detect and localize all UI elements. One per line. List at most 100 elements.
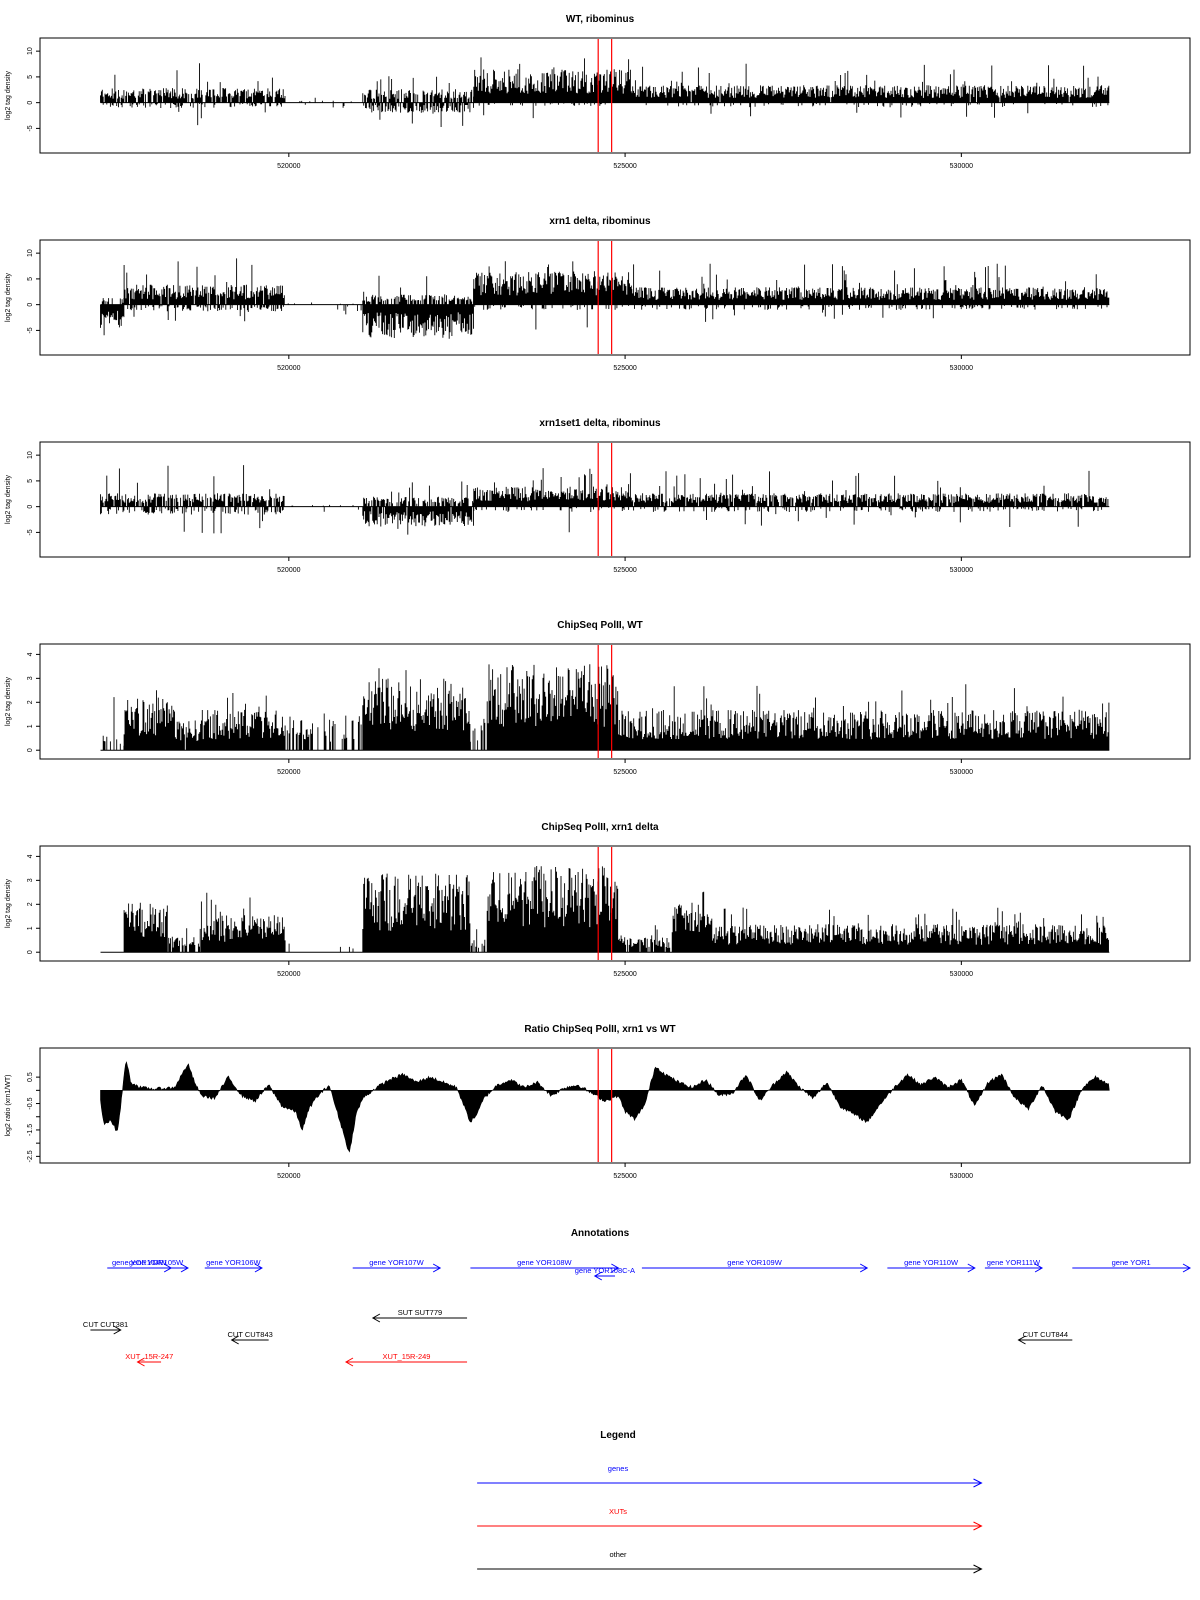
- x-tick-label: 525000: [613, 567, 636, 574]
- x-tick-label: 520000: [277, 365, 300, 372]
- y-tick-label: 5: [27, 479, 34, 483]
- y-tick-label: 0.5: [27, 1072, 34, 1082]
- y-tick-label: 4: [27, 854, 34, 858]
- y-tick-label: 0: [27, 950, 34, 954]
- feature-label: gene YOR106W: [206, 1258, 261, 1267]
- feature-sut-sut779: SUT SUT779: [371, 1308, 468, 1323]
- feature-gene-yor108w: gene YOR108W: [470, 1258, 620, 1273]
- x-tick-label: 525000: [613, 769, 636, 776]
- plot-frame: [39, 845, 1191, 962]
- arrowhead-icon: [432, 1263, 442, 1273]
- x-tick-label: 525000: [613, 365, 636, 372]
- x-tick-label: 520000: [277, 163, 300, 170]
- legend-item-genes: genes: [477, 1464, 983, 1488]
- feature-label: gene YOR108W: [517, 1258, 572, 1267]
- y-tick-label: -5: [27, 327, 34, 333]
- plot-frame: [39, 441, 1191, 558]
- y-tick-label: 10: [27, 249, 34, 257]
- signal-track: [100, 1061, 1110, 1153]
- feature-label: XUT_15R-249: [383, 1352, 431, 1361]
- signal-track: [100, 465, 1110, 535]
- legend-label: genes: [608, 1464, 629, 1473]
- plot-frame: [39, 1047, 1191, 1164]
- feature-label: gene YOR108C-A: [575, 1266, 635, 1275]
- feature-gene-yor108c-a: gene YOR108C-A: [575, 1266, 635, 1281]
- panel-chipseq_xrn1: ChipSeq PolII, xrn1 delta 0 1 2 3 4 log2 tag d…: [5, 822, 1191, 978]
- y-tick-label: -1.5: [27, 1124, 34, 1136]
- signal-track: [100, 57, 1110, 127]
- arrowhead-icon: [1182, 1263, 1192, 1273]
- feature-label: gene YOR104W: [112, 1258, 167, 1267]
- y-tick-label: 5: [27, 75, 34, 79]
- feature-label: SUT SUT779: [398, 1308, 442, 1317]
- feature-label: gene YOR109W: [727, 1258, 782, 1267]
- x-tick-label: 530000: [950, 365, 973, 372]
- feature-label: CUT CUT844: [1023, 1330, 1068, 1339]
- positive-signal-bars: [101, 258, 1110, 305]
- arrowhead-icon: [973, 1564, 983, 1574]
- feature-label: gene YOR105W: [129, 1258, 184, 1267]
- plot-frame: [39, 37, 1191, 154]
- arrowhead-icon: [973, 1478, 983, 1488]
- y-tick-label: -0.5: [27, 1097, 34, 1109]
- y-tick-label: 5: [27, 277, 34, 281]
- feature-xut-15r-247: XUT_15R-247: [125, 1352, 173, 1367]
- feature-gene-yor109w: gene YOR109W: [641, 1258, 869, 1273]
- panel-wt_ribominus: WT, ribominus -5 0 5 10 log2 tag density 52000…: [5, 14, 1191, 170]
- feature-cut-cut844: CUT CUT844: [1017, 1330, 1073, 1345]
- feature-gene-yor111w: gene YOR111W: [984, 1258, 1044, 1273]
- y-tick-label: 10: [27, 47, 34, 55]
- y-tick-label: -5: [27, 125, 34, 131]
- arrowhead-icon: [344, 1357, 354, 1367]
- legend-item-xuts: XUTs: [477, 1507, 983, 1531]
- feature-gene-yor105w: gene YOR105W: [124, 1258, 189, 1273]
- positive-signal-bars: [123, 866, 1109, 953]
- feature-label: gene YOR110W: [904, 1258, 959, 1267]
- x-tick-label: 520000: [277, 769, 300, 776]
- panel-ratio_chipseq: Ratio ChipSeq PolII, xrn1 vs WT -2.5 -1.5 -…: [5, 1024, 1191, 1180]
- y-tick-label: 0: [27, 101, 34, 105]
- y-tick-label: -2.5: [27, 1150, 34, 1162]
- feature-label: XUT_15R-247: [125, 1352, 173, 1361]
- y-tick-label: 3: [27, 878, 34, 882]
- positive-signal-bars: [100, 57, 1110, 103]
- arrowhead-icon: [967, 1263, 976, 1273]
- legend-label: XUTs: [609, 1507, 627, 1516]
- legend-item-other: other: [477, 1550, 983, 1574]
- negative-signal-bars: [100, 304, 1108, 339]
- y-tick-label: 3: [27, 676, 34, 680]
- feature-cut-cut843: CUT CUT843: [228, 1330, 273, 1345]
- y-axis-label: log2 tag density: [5, 676, 12, 726]
- panel-title: xrn1 delta, ribominus: [549, 216, 651, 227]
- arrowhead-icon: [1034, 1263, 1044, 1273]
- arrowhead-icon: [611, 1263, 620, 1273]
- x-tick-label: 530000: [950, 769, 973, 776]
- feature-gene-yor110w: gene YOR110W: [887, 1258, 976, 1273]
- x-tick-label: 530000: [950, 163, 973, 170]
- arrowhead-icon: [113, 1325, 122, 1335]
- y-tick-label: 10: [27, 451, 34, 459]
- y-tick-label: 0: [27, 505, 34, 509]
- ratio-area: [100, 1061, 1110, 1153]
- feature-label: CUT CUT381: [83, 1320, 128, 1329]
- arrowhead-icon: [1017, 1335, 1026, 1345]
- plot-frame: [39, 643, 1191, 760]
- arrowhead-icon: [593, 1271, 603, 1281]
- plot-frame: [39, 239, 1191, 356]
- arrowhead-icon: [230, 1335, 239, 1345]
- arrowhead-icon: [254, 1263, 263, 1273]
- y-axis-label: log2 tag density: [5, 272, 12, 322]
- feature-gene-yor107w: gene YOR107W: [352, 1258, 442, 1273]
- panel-chipseq_wt: ChipSeq PolII, WT 0 1 2 3 4 log2 tag density 52…: [5, 620, 1191, 776]
- feature-label: gene YOR107W: [369, 1258, 424, 1267]
- x-tick-label: 530000: [950, 971, 973, 978]
- x-tick-label: 525000: [613, 971, 636, 978]
- feature-cut-cut381: CUT CUT381: [83, 1320, 128, 1335]
- y-tick-label: 0: [27, 748, 34, 752]
- annotations-title: Annotations: [571, 1228, 630, 1239]
- y-tick-label: 4: [27, 652, 34, 656]
- y-tick-label: 1: [27, 724, 34, 728]
- x-tick-label: 525000: [613, 163, 636, 170]
